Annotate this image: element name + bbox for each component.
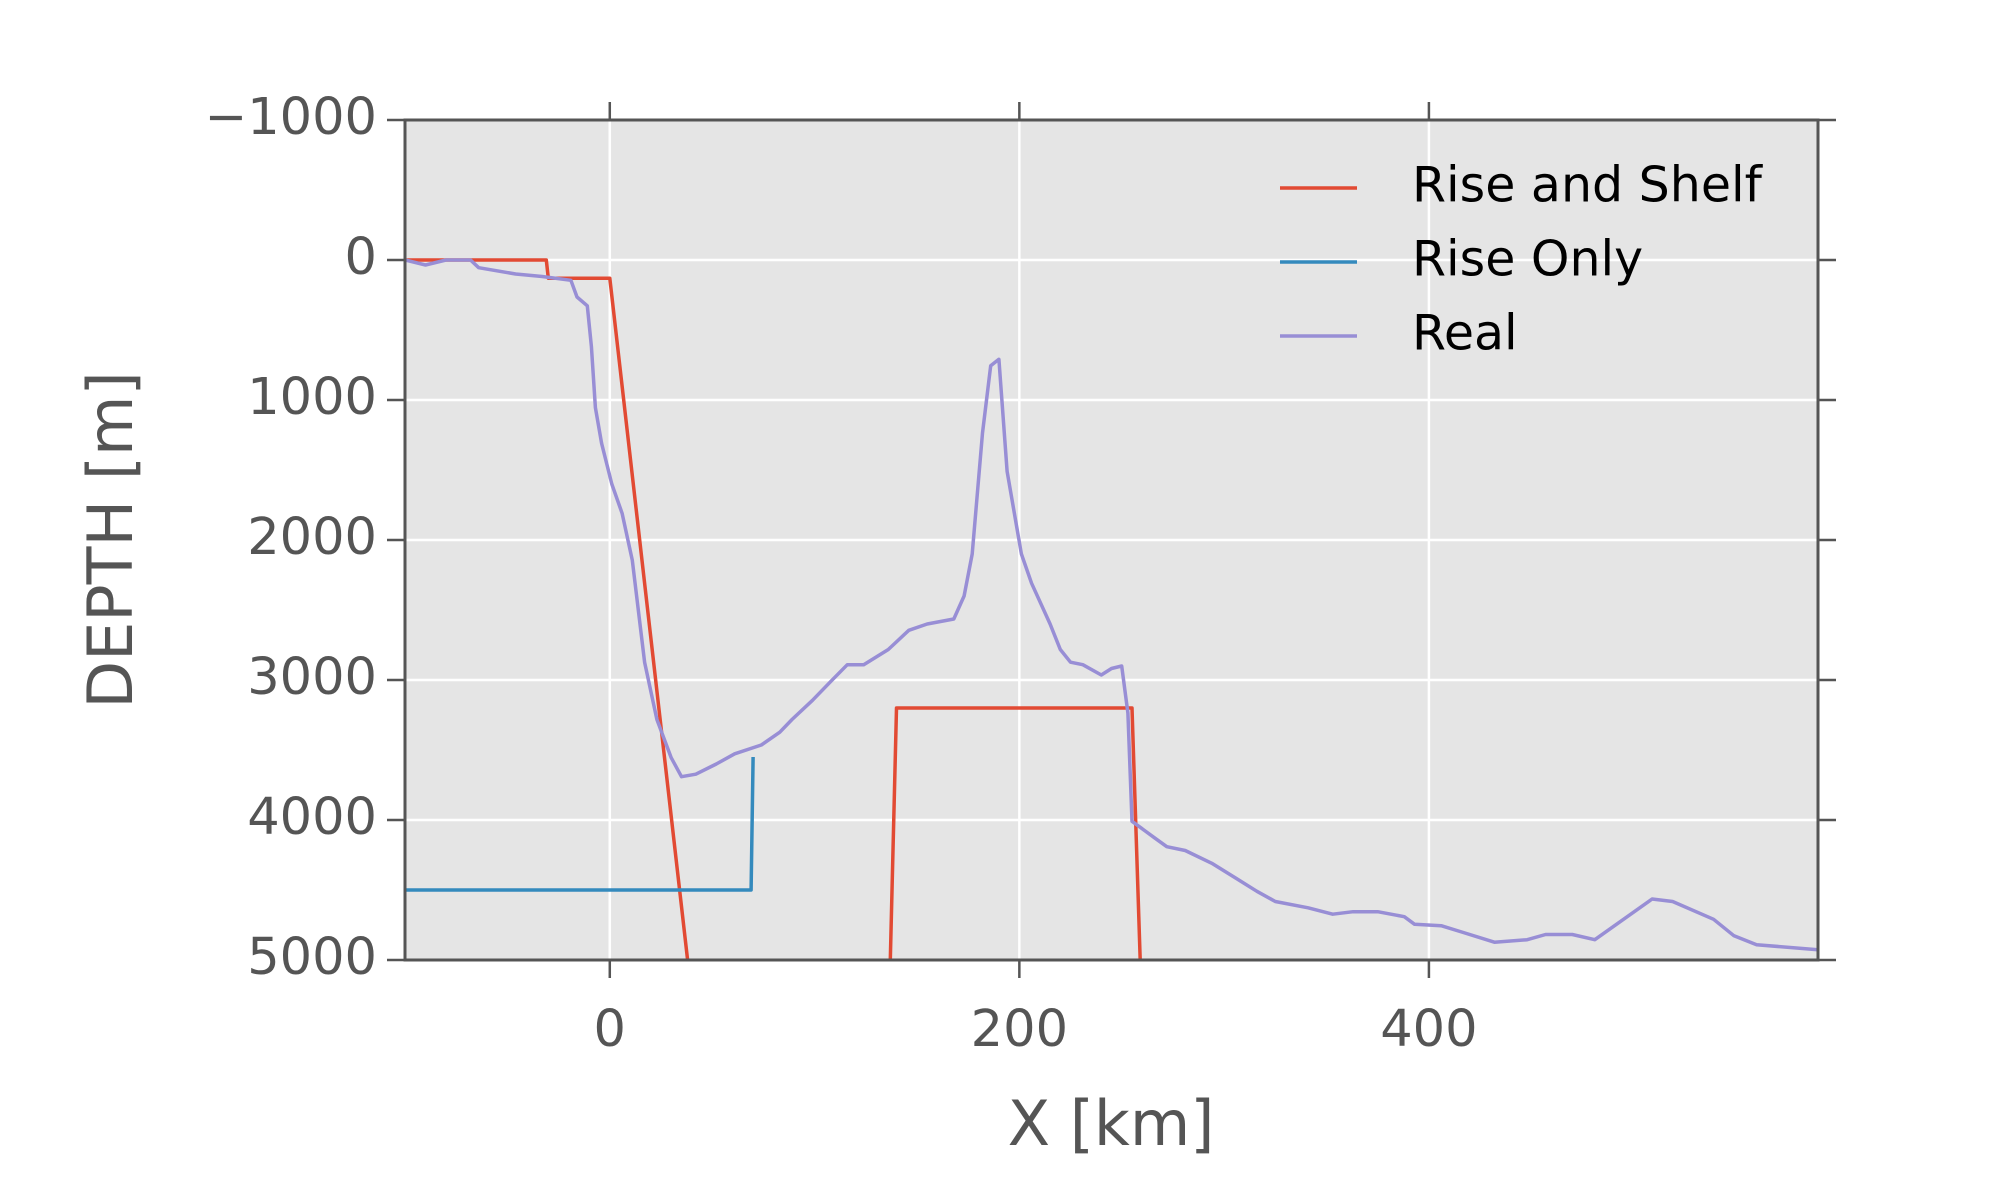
legend-label: Rise and Shelf	[1412, 157, 1764, 214]
legend: Rise and Shelf Rise Only Real	[1280, 157, 1764, 362]
plot-lines	[405, 258, 1818, 960]
legend-label: Rise Only	[1412, 231, 1643, 288]
x-tick-label: 200	[971, 1000, 1068, 1059]
y-tick-label: 4000	[247, 788, 377, 847]
y-tick-label: 1000	[247, 368, 377, 427]
y-tick-label: 3000	[247, 648, 377, 707]
legend-label: Real	[1412, 305, 1518, 362]
x-axis-label: X [km]	[1008, 1087, 1215, 1160]
y-axis-label: DEPTH [m]	[74, 371, 147, 708]
y-tick-label: 0	[345, 228, 377, 287]
y-tick-label: 5000	[247, 928, 377, 987]
x-tick-label: 400	[1380, 1000, 1477, 1059]
series-line	[405, 258, 1818, 952]
x-tick-label: 0	[594, 1000, 626, 1059]
y-tick-label: −1000	[204, 88, 377, 147]
y-tick-label: 2000	[247, 508, 377, 567]
series-line	[405, 756, 755, 892]
